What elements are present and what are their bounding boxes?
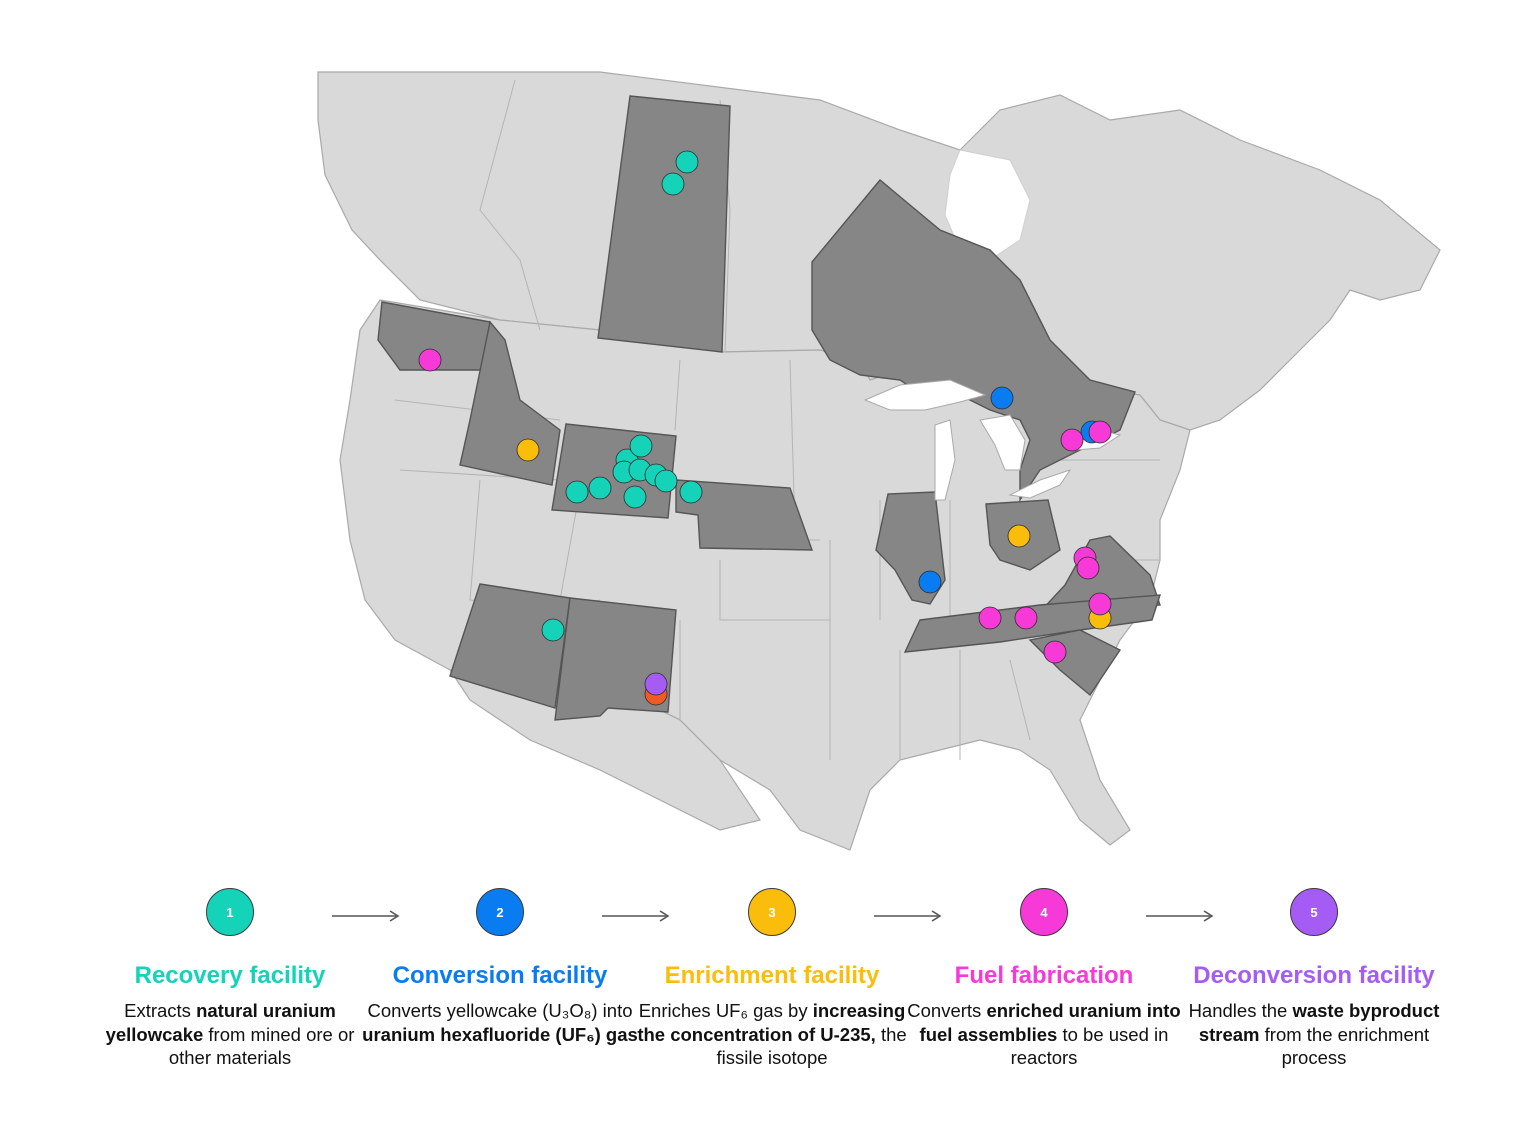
- enrichment-facility-marker: [516, 438, 540, 462]
- recovery-facility-marker: [675, 150, 699, 174]
- step-title: Conversion facility: [392, 962, 608, 989]
- recovery-facility-marker: [588, 476, 612, 500]
- recovery-facility-marker: [541, 618, 565, 642]
- conversion-facility-marker: [918, 570, 942, 594]
- fabrication-facility-marker: [1043, 640, 1067, 664]
- lake-erie: [1008, 469, 1072, 499]
- fabrication-facility-marker: [1014, 606, 1038, 630]
- legend-step-5: 5 Deconversion facility Handles the waste …: [1174, 888, 1454, 1070]
- legend-step-3: 3 Enrichment facility Enriches UF₆ gas by …: [632, 888, 912, 1070]
- fabrication-facility-marker: [1060, 428, 1084, 452]
- north-america-map: [317, 71, 1441, 851]
- step-title: Recovery facility: [134, 962, 326, 989]
- step-number-badge: 1: [206, 888, 254, 936]
- fabrication-facility-marker: [978, 606, 1002, 630]
- step-description: Converts enriched uranium into fuel asse…: [907, 1000, 1181, 1068]
- step-description: Handles the waste byproduct stream from …: [1188, 1000, 1440, 1068]
- legend-step-4: 4 Fuel fabrication Converts enriched urani…: [904, 888, 1184, 1070]
- recovery-facility-marker: [661, 172, 685, 196]
- legend-step-2: 2 Conversion facility Converts yellowcake …: [360, 888, 640, 1046]
- conversion-facility-marker: [990, 386, 1014, 410]
- region-nebraska: [675, 479, 813, 551]
- step-description: Enriches UF₆ gas by increasing the conce…: [637, 1000, 907, 1068]
- region-arizona: [449, 583, 571, 709]
- flow-arrow-icon: [1146, 910, 1214, 922]
- step-number-badge: 5: [1290, 888, 1338, 936]
- recovery-facility-marker: [623, 485, 647, 509]
- recovery-facility-marker: [565, 480, 589, 504]
- recovery-facility-marker: [654, 469, 678, 493]
- fabrication-facility-marker: [1088, 592, 1112, 616]
- deconversion-facility-marker: [644, 672, 668, 696]
- flow-arrow-icon: [602, 910, 670, 922]
- step-description: Converts yellowcake (U₃O₈) into uranium …: [362, 1000, 638, 1045]
- recovery-facility-marker: [629, 434, 653, 458]
- step-title: Deconversion facility: [1193, 962, 1435, 989]
- facility-markers: [418, 150, 1112, 706]
- enrichment-facility-marker: [1007, 524, 1031, 548]
- flow-arrow-icon: [332, 910, 400, 922]
- step-number-badge: 2: [476, 888, 524, 936]
- lake-michigan: [934, 419, 956, 501]
- fabrication-facility-marker: [1076, 556, 1100, 580]
- lake-huron: [979, 414, 1026, 471]
- lake-superior: [863, 379, 987, 411]
- step-number-badge: 4: [1020, 888, 1068, 936]
- fabrication-facility-marker: [418, 348, 442, 372]
- region-washington: [377, 301, 491, 371]
- recovery-facility-marker: [679, 480, 703, 504]
- fabrication-facility-marker: [1088, 420, 1112, 444]
- region-ontario: [811, 179, 1136, 503]
- step-title: Fuel fabrication: [954, 962, 1134, 989]
- step-description: Extracts natural uranium yellowcake from…: [105, 1000, 355, 1068]
- process-legend: 1 Recovery facility Extracts natural urani…: [0, 880, 1536, 1110]
- flow-arrow-icon: [874, 910, 942, 922]
- legend-step-1: 1 Recovery facility Extracts natural urani…: [90, 888, 370, 1070]
- step-title: Enrichment facility: [664, 962, 880, 989]
- step-number-badge: 3: [748, 888, 796, 936]
